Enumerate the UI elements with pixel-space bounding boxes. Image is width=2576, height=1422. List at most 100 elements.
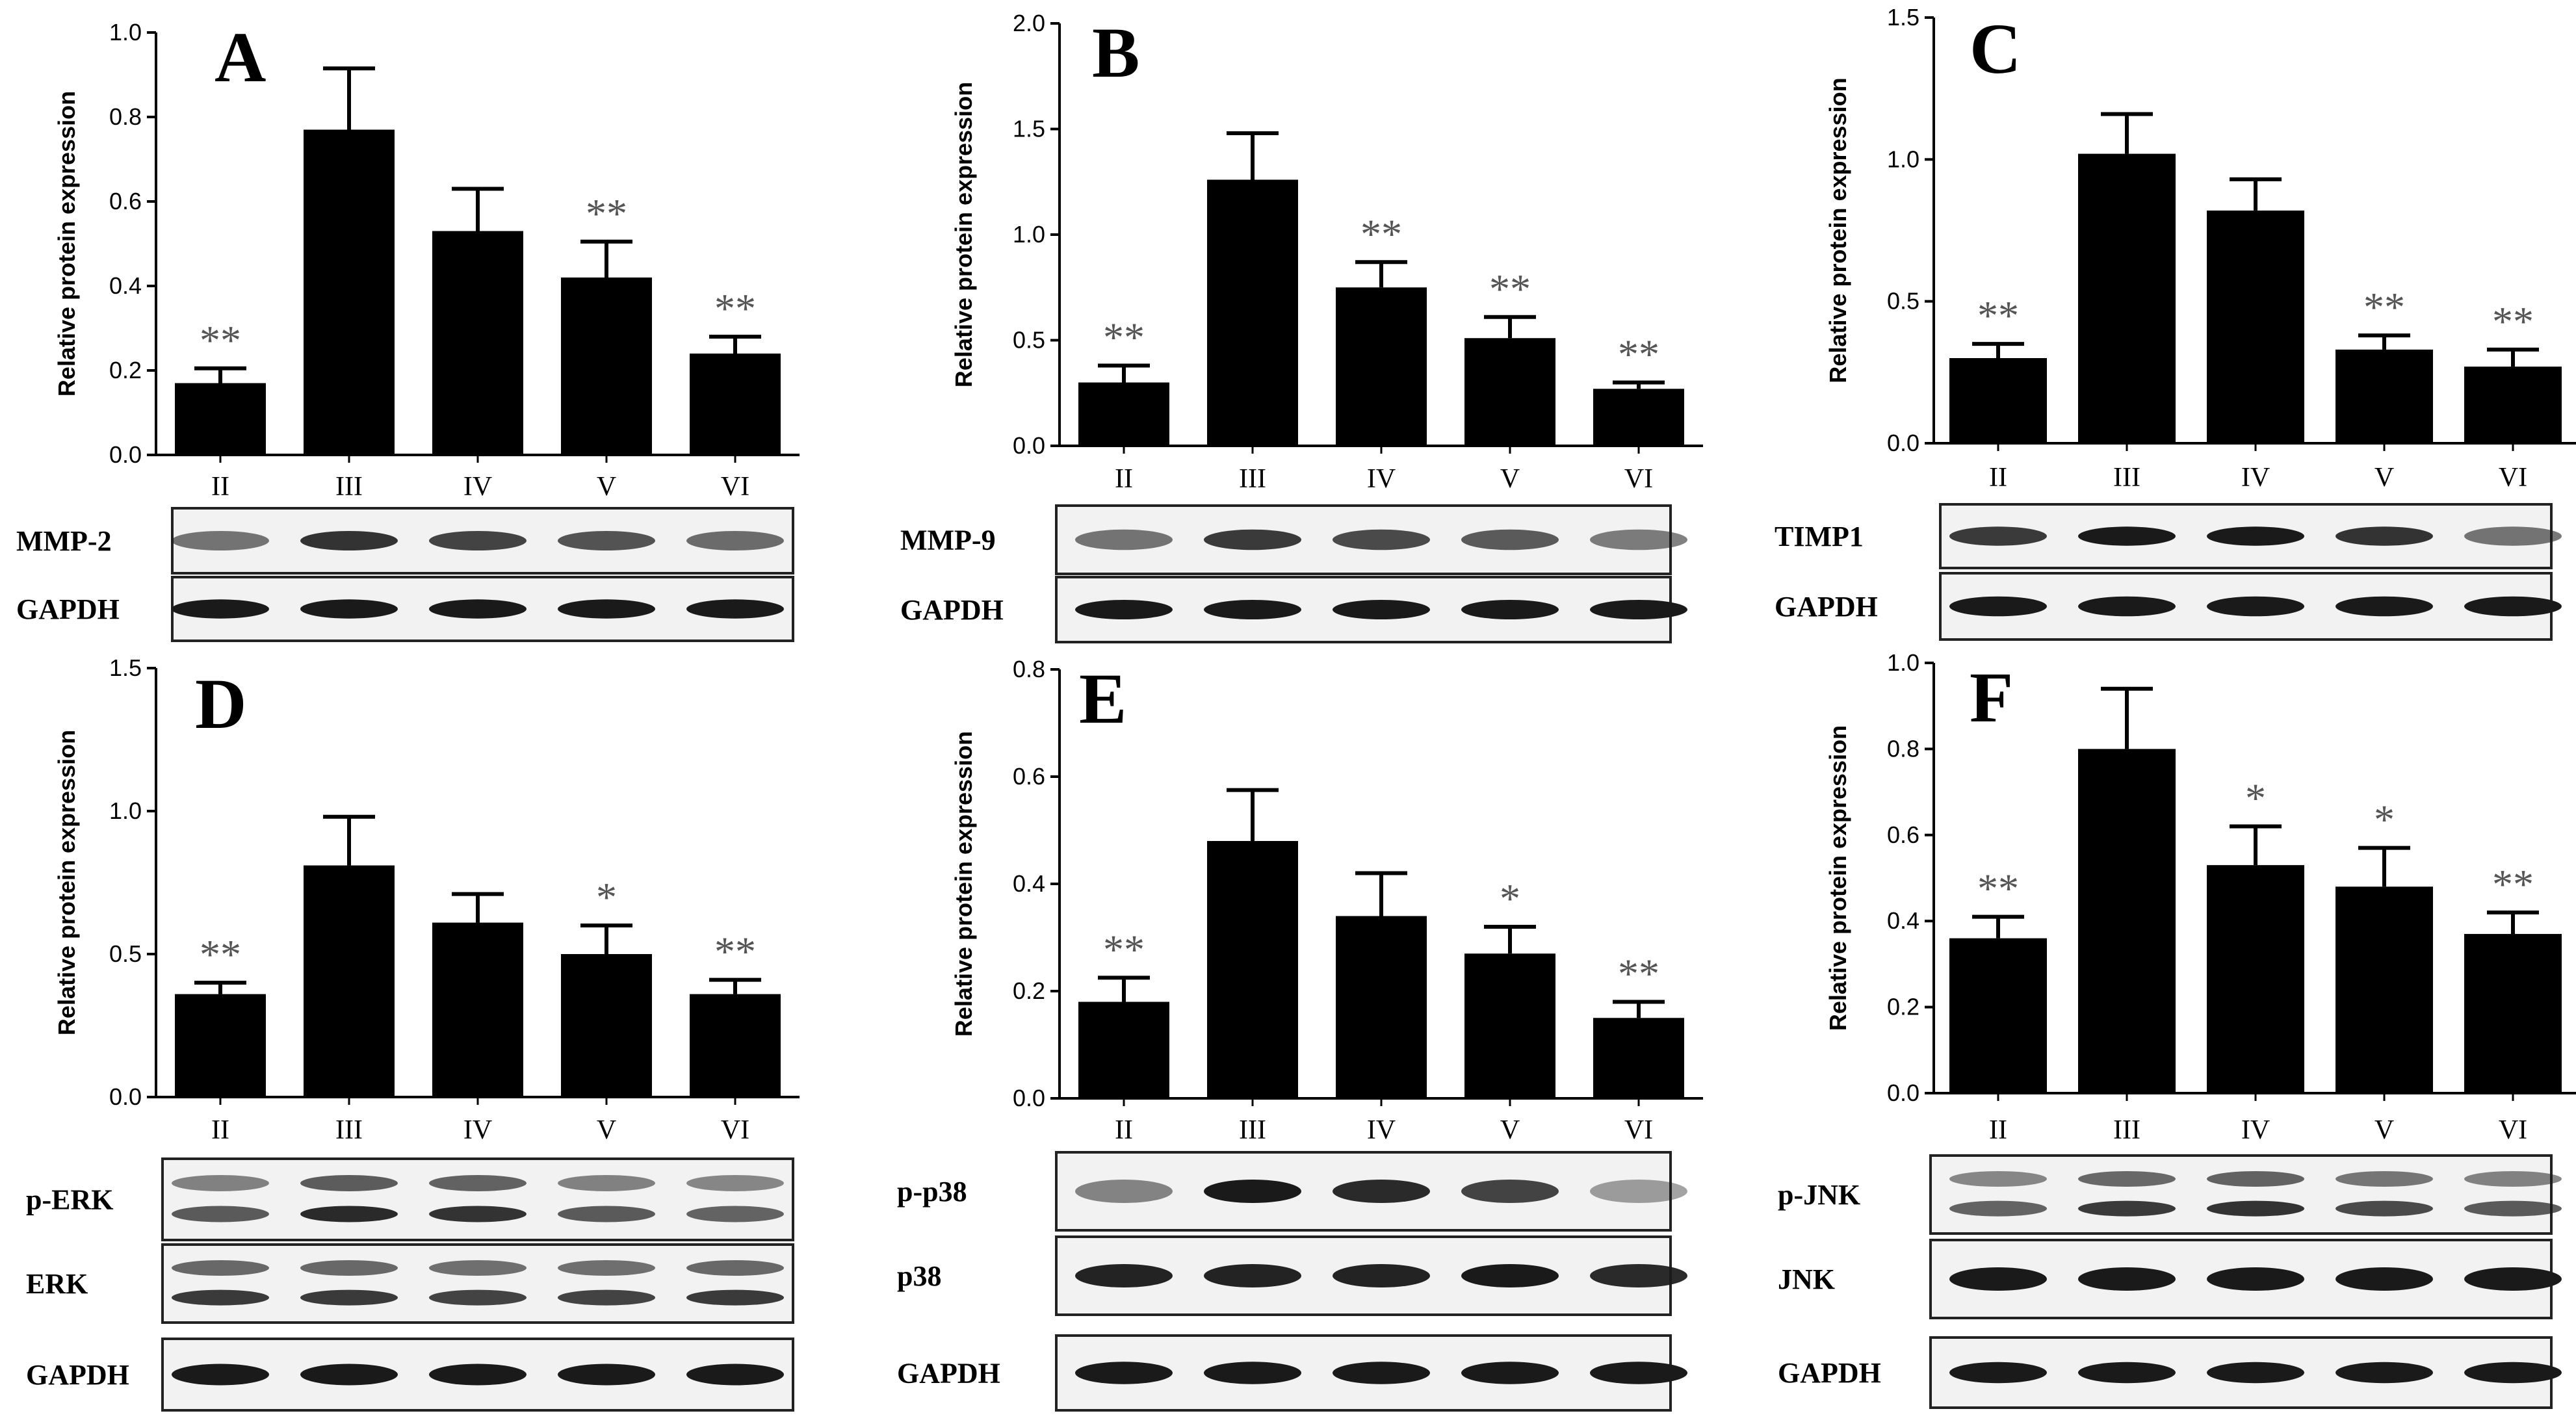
- blot-label: GAPDH: [1778, 1357, 1881, 1389]
- significance-marker: **: [1977, 866, 2019, 912]
- x-tick-label: VI: [2499, 463, 2527, 493]
- bar-IV: [1336, 287, 1427, 446]
- bar-II: [175, 383, 266, 455]
- x-tick-label: III: [335, 472, 363, 502]
- y-tick-label: 0.4: [109, 272, 142, 299]
- y-tick-label: 1.5: [109, 654, 142, 681]
- blot-band: [1204, 600, 1301, 619]
- bar-III: [2078, 749, 2176, 1093]
- blot-gapdh: GAPDH: [1778, 1336, 2562, 1409]
- blot-band: [2078, 1200, 2176, 1217]
- blot-band: [2078, 1171, 2176, 1187]
- blot-band: [1075, 600, 1173, 619]
- bar-VI: [690, 354, 781, 455]
- y-tick-label: 1.5: [1887, 4, 1919, 31]
- blot-label: p-JNK: [1778, 1179, 1860, 1211]
- x-tick-label: III: [335, 1115, 363, 1145]
- significance-marker: **: [1360, 211, 1402, 257]
- blot-band: [2335, 1171, 2433, 1187]
- bar-IV: [432, 922, 523, 1097]
- y-tick-label: 0.8: [109, 103, 142, 130]
- panel-letter: F: [1970, 658, 2013, 737]
- blot-label: JNK: [1778, 1263, 1835, 1295]
- blot-label: GAPDH: [16, 593, 120, 625]
- blot-band: [2464, 526, 2562, 546]
- x-tick-label: VI: [721, 1115, 749, 1145]
- y-axis-label: Relative protein expression: [53, 91, 80, 396]
- bar-III: [2078, 153, 2176, 443]
- bar-V: [1464, 953, 1555, 1098]
- bar-IV: [1336, 916, 1427, 1098]
- blot-band: [558, 1206, 655, 1222]
- y-axis-label: Relative protein expression: [1825, 77, 1851, 383]
- blot-label: p-p38: [897, 1176, 967, 1208]
- blot-band: [1949, 1171, 2047, 1187]
- significance-marker: **: [2492, 861, 2534, 907]
- y-tick-label: 0.0: [1013, 1085, 1045, 1111]
- x-tick-label: V: [2374, 1115, 2394, 1145]
- blot-band: [429, 1289, 527, 1306]
- blot-band: [2078, 526, 2176, 546]
- blot-gapdh: GAPDH: [900, 576, 1687, 643]
- blot-band: [1333, 1180, 1430, 1203]
- y-tick-label: 0.0: [1887, 1079, 1919, 1106]
- blot-band: [686, 599, 784, 619]
- blot-band: [172, 1289, 269, 1306]
- bar-II: [1078, 1002, 1169, 1098]
- blot-band: [2464, 1171, 2562, 1187]
- significance-marker: **: [2492, 298, 2534, 344]
- blot-band: [429, 1260, 527, 1276]
- panel-f: 0.0 0.2 0.4 0.6 0.8 1.0 Relative protein expre…: [1778, 649, 2576, 1409]
- y-tick-label: 0.5: [1013, 327, 1045, 354]
- panel-letter: E: [1079, 659, 1126, 738]
- blot-band: [2335, 1362, 2433, 1384]
- blot-band: [300, 1364, 398, 1386]
- y-tick-label: 0.2: [1887, 994, 1919, 1020]
- y-axis-label: Relative protein expression: [53, 730, 80, 1035]
- blot-band: [429, 531, 527, 550]
- blot-band: [300, 1260, 398, 1276]
- blot-band: [1075, 529, 1173, 550]
- x-tick-label: VI: [2499, 1115, 2527, 1145]
- blot-band: [2464, 1362, 2562, 1384]
- bar-II: [1949, 938, 2047, 1093]
- blot-band: [686, 1175, 784, 1191]
- bar-V: [561, 278, 652, 455]
- y-tick-label: 0.5: [1887, 288, 1919, 315]
- bar-III: [1207, 179, 1298, 446]
- blot-label: TIMP1: [1775, 521, 1864, 552]
- panel-a: 0.0 0.2 0.4 0.6 0.8 1.0 Relative protein expre…: [16, 18, 800, 642]
- blot-p-jnk: p-JNK: [1778, 1154, 2562, 1235]
- x-tick-label: III: [2113, 1115, 2140, 1145]
- x-tick-label: II: [1115, 1115, 1133, 1145]
- blot-frame: [161, 1243, 794, 1324]
- bar-IV: [432, 231, 523, 455]
- blot-band: [172, 1206, 269, 1222]
- significance-marker: **: [586, 190, 627, 237]
- y-tick-label: 0.2: [1013, 977, 1045, 1004]
- blot-band: [1075, 1180, 1173, 1203]
- x-tick-label: IV: [1367, 464, 1396, 494]
- blot-band: [1204, 1180, 1301, 1203]
- y-tick-label: 1.0: [1887, 649, 1919, 676]
- blot-band: [2078, 596, 2176, 617]
- blot-band: [558, 1289, 655, 1306]
- panel-letter: D: [195, 664, 246, 743]
- x-tick-label: V: [597, 472, 616, 502]
- blot-band: [172, 531, 269, 550]
- blot-band: [1333, 1362, 1430, 1384]
- blot-band: [1949, 1200, 2047, 1217]
- y-tick-label: 0.0: [109, 1083, 142, 1110]
- y-tick-label: 2.0: [1013, 10, 1045, 36]
- blot-band: [1949, 596, 2047, 617]
- blot-gapdh: GAPDH: [897, 1334, 1687, 1412]
- y-tick-label: 0.4: [1887, 907, 1919, 934]
- y-tick-label: 1.0: [109, 797, 142, 824]
- bar-II: [1078, 382, 1169, 446]
- blot-frame: [1929, 1154, 2553, 1235]
- blot-band: [1075, 1362, 1173, 1384]
- panel-e: 0.0 0.2 0.4 0.6 0.8 Relative protein expressi…: [897, 656, 1703, 1412]
- blot-mmp-9: MMP-9: [900, 504, 1687, 575]
- bar-II: [1949, 358, 2047, 443]
- y-tick-label: 0.2: [109, 357, 142, 383]
